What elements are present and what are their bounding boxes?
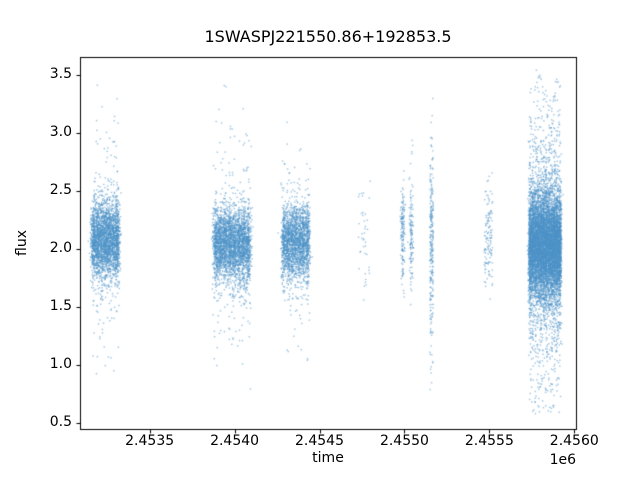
x-axis-label: time	[312, 450, 344, 466]
y-tick-label: 3.5	[49, 65, 72, 82]
x-axis-offset-label: 1e6	[549, 452, 576, 468]
x-tick-label: 2.4540	[210, 433, 260, 449]
y-tick-label: 1.5	[49, 297, 72, 314]
x-tick-label: 2.4545	[295, 433, 344, 449]
y-tick-label: 0.5	[49, 413, 72, 430]
y-tick-label: 3.0	[49, 123, 72, 140]
y-tick-label: 2.5	[49, 181, 72, 198]
x-tick-label: 2.4555	[464, 433, 514, 449]
x-tick-label: 2.4550	[379, 433, 429, 449]
y-tick-label: 1.0	[49, 355, 72, 372]
x-tick-label: 2.4535	[125, 433, 175, 449]
chart-title: 1SWASPJ221550.86+192853.5	[204, 27, 452, 46]
y-tick-label: 2.0	[49, 239, 72, 256]
x-tick-label: 2.4560	[549, 433, 599, 449]
